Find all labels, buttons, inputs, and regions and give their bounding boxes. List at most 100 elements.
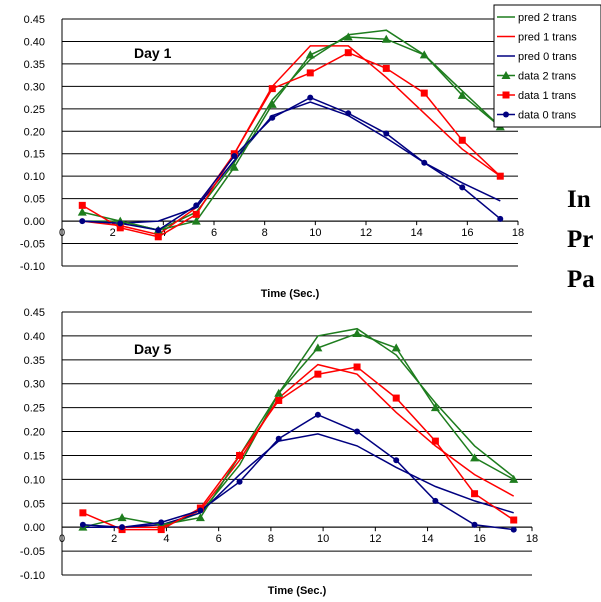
data-point [79,218,86,225]
legend-label: data 1 trans [518,90,577,102]
x-tick-label: 10 [309,227,321,239]
data-point [275,396,283,404]
data-point [117,220,124,227]
data-point [275,435,282,442]
y-tick-label: 0.25 [24,403,45,415]
data-point [116,224,124,232]
data-point [119,524,126,531]
chart-annotation: Day 5 [134,341,172,357]
data-point [305,50,315,59]
data-point [267,99,277,108]
data-point [195,513,205,522]
data-point [458,136,466,144]
chart-panel-2: -0.10 -0.05 0.00 0.05 0.10 0.15 0.20 0.25 0.30 0.… [20,307,538,597]
y-tick-label: -0.05 [20,546,45,558]
x-tick-label: 12 [360,227,372,239]
data-point [393,457,400,464]
data-point [430,403,440,412]
data-point [79,521,86,528]
x-tick-label: 14 [421,533,433,545]
data-point [354,428,361,435]
x-tick-label: 8 [268,533,274,545]
y-tick-label: -0.10 [20,570,45,582]
side-text-line-3: Pa [567,266,595,293]
series-line [81,51,501,238]
chart-panel-1: -0.10 -0.05 0.00 0.05 0.10 0.15 0.20 0.25 0.30 0.… [20,4,601,300]
y-tick-label: 0.20 [24,126,45,138]
y-tick-label: 0.05 [24,498,45,510]
y-tick-label: 0.10 [24,171,45,183]
y-tick-label: 0.45 [24,14,45,26]
side-text-line-2: Pr [567,226,594,253]
data-point [269,114,276,121]
data-point [155,227,162,234]
data-point [381,34,391,43]
data-point [197,507,204,514]
y-tick-label: -0.05 [20,239,45,251]
data-point [154,233,162,241]
data-point [392,394,400,402]
data-point [77,207,87,216]
data-point [229,162,239,171]
data-point [307,94,314,101]
x-tick-label: 2 [111,533,117,545]
data-point [432,497,439,504]
legend-label: data 0 trans [518,110,577,122]
x-tick-label: 4 [163,533,169,545]
x-tick-label: 16 [461,227,473,239]
y-tick-label: 0.20 [24,427,45,439]
data-point [314,411,321,418]
series-line [82,332,515,528]
y-tick-label: 0.15 [24,149,45,161]
x-axis-label: Time (Sec.) [261,288,320,300]
legend-marker [502,91,510,99]
x-tick-label: 6 [211,227,217,239]
data-point [231,152,238,159]
legend-label: data 2 trans [518,71,577,83]
x-tick-label: 10 [317,533,329,545]
data-point [314,370,322,378]
data-point [382,64,390,72]
chart-annotation: Day 1 [134,45,172,61]
series-line [82,327,515,528]
y-tick-label: 0.40 [24,331,45,343]
data-point [78,201,86,209]
series-line [82,101,501,225]
data-point [420,89,428,97]
data-point [352,329,362,338]
data-point [313,343,323,352]
y-tick-label: 0.35 [24,355,45,367]
y-tick-label: 0.25 [24,104,45,116]
data-point [343,32,353,41]
data-point [158,519,165,526]
y-tick-label: -0.10 [20,261,45,273]
data-point [421,159,428,166]
data-point [470,453,480,462]
data-point [509,474,519,483]
data-point [191,216,201,225]
data-point [344,49,352,57]
y-tick-label: 0.30 [24,379,45,391]
data-point [496,172,504,180]
x-tick-label: 18 [526,533,538,545]
y-tick-label: 0.45 [24,307,45,319]
y-tick-label: 0.30 [24,81,45,93]
data-point [510,516,518,524]
data-point [345,110,352,117]
data-point [419,50,429,59]
y-tick-label: 0.35 [24,59,45,71]
data-point [471,521,478,528]
data-point [117,513,127,522]
data-point [457,90,467,99]
x-tick-label: 16 [474,533,486,545]
legend-box [493,4,601,128]
data-point [383,130,390,137]
x-tick-label: 6 [216,533,222,545]
x-tick-label: 14 [411,227,423,239]
legend-label: pred 2 trans [518,12,577,24]
x-tick-label: 18 [512,227,524,239]
legend-label: pred 0 trans [518,51,577,63]
data-point [459,184,466,191]
data-point [510,526,517,533]
